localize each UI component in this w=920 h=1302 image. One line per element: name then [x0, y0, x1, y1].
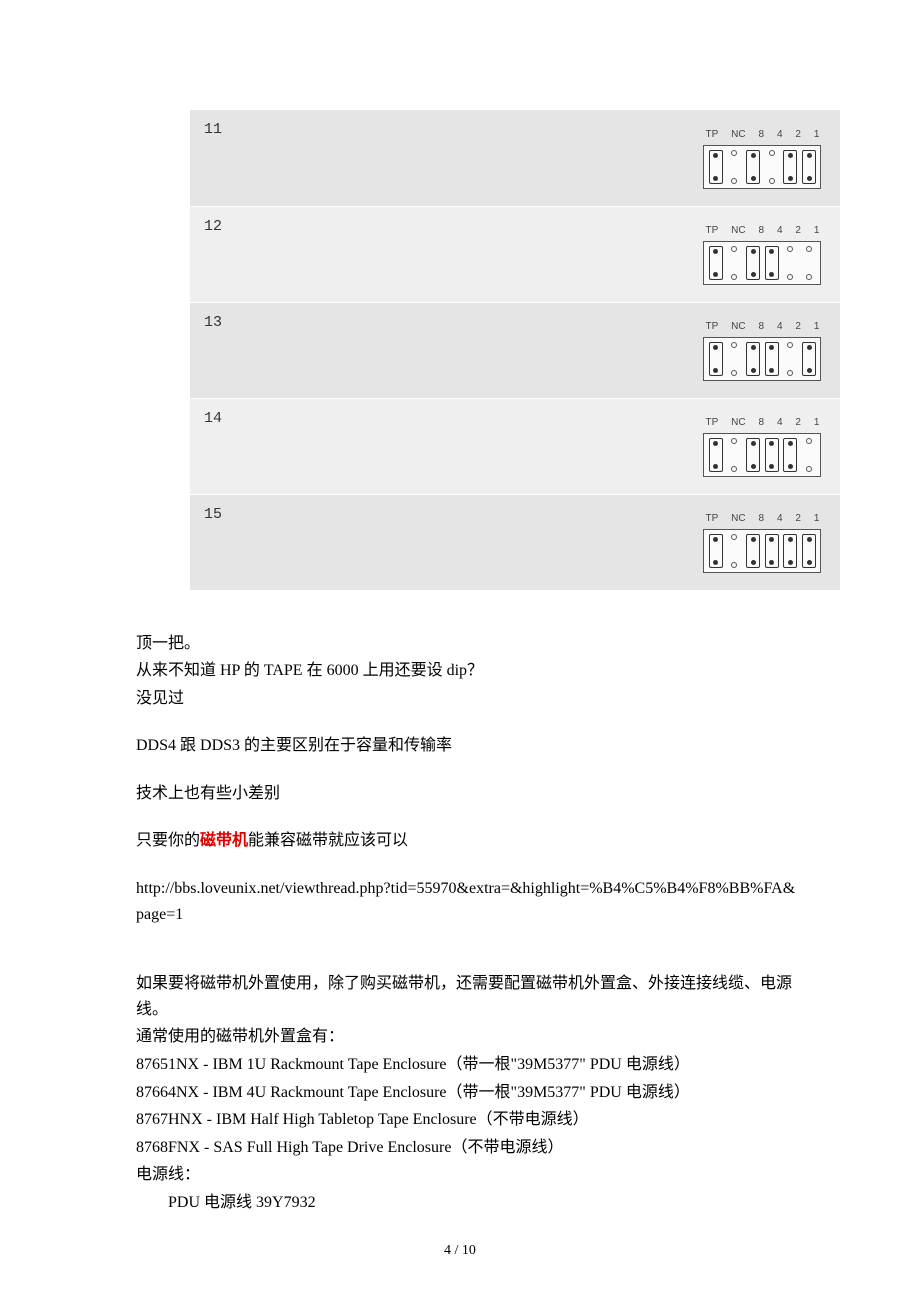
enclosure-item: 8768FNX - SAS Full High Tape Drive Enclo…: [136, 1135, 796, 1161]
dip-id: 11: [190, 110, 693, 206]
switch-on: [765, 438, 779, 472]
switch-off: [765, 150, 779, 184]
dip-switch-cell: TPNC8421: [693, 110, 840, 206]
switch-block: [703, 145, 821, 189]
switch-block: [703, 337, 821, 381]
page-number: 4 / 10: [0, 1240, 920, 1262]
switch-off: [783, 246, 797, 280]
paragraph: 只要你的磁带机能兼容磁带就应该可以: [136, 828, 796, 854]
paragraph: 顶一把。: [136, 631, 796, 657]
page: 11 TPNC8421 12 TPNC8421 13 TPNC8421 14 TPNC8421…: [0, 0, 920, 1302]
switch-on: [783, 534, 797, 568]
switch-on: [765, 534, 779, 568]
dip-id: 14: [190, 398, 693, 494]
switch-on: [746, 534, 760, 568]
dip-row: 13 TPNC8421: [190, 302, 840, 398]
dip-row: 12 TPNC8421: [190, 206, 840, 302]
paragraph: 如果要将磁带机外置使用，除了购买磁带机，还需要配置磁带机外置盒、外接连接线缆、电…: [136, 971, 796, 1022]
dip-row: 15 TPNC8421: [190, 494, 840, 590]
enclosure-item: 87664NX - IBM 4U Rackmount Tape Enclosur…: [136, 1080, 796, 1106]
paragraph: DDS4 跟 DDS3 的主要区别在于容量和传输率: [136, 733, 796, 759]
dip-row: 14 TPNC8421: [190, 398, 840, 494]
switch-off: [802, 438, 816, 472]
body-text: 顶一把。 从来不知道 HP 的 TAPE 在 6000 上用还要设 dip？ 没…: [136, 631, 796, 1216]
enclosure-item: 8767HNX - IBM Half High Tabletop Tape En…: [136, 1107, 796, 1133]
dip-header-labels: TPNC8421: [703, 511, 821, 527]
switch-on: [709, 150, 723, 184]
switch-on: [746, 342, 760, 376]
url-text: http://bbs.loveunix.net/viewthread.php?t…: [136, 876, 796, 927]
switch-off: [727, 342, 741, 376]
switch-block: [703, 529, 821, 573]
enclosure-item: 87651NX - IBM 1U Rackmount Tape Enclosur…: [136, 1052, 796, 1078]
switch-off: [727, 438, 741, 472]
switch-on: [802, 342, 816, 376]
dip-id: 13: [190, 302, 693, 398]
dip-switch-cell: TPNC8421: [693, 302, 840, 398]
switch-on: [746, 246, 760, 280]
switch-on: [709, 438, 723, 472]
dip-header-labels: TPNC8421: [703, 127, 821, 143]
switch-on: [746, 150, 760, 184]
paragraph: 没见过: [136, 686, 796, 712]
switch-on: [802, 534, 816, 568]
switch-block: [703, 433, 821, 477]
dip-switch-cell: TPNC8421: [693, 398, 840, 494]
switch-on: [709, 342, 723, 376]
highlighted-term: 磁带机: [200, 832, 248, 849]
dip-header-labels: TPNC8421: [703, 223, 821, 239]
switch-on: [709, 534, 723, 568]
dip-switch-cell: TPNC8421: [693, 206, 840, 302]
switch-on: [765, 342, 779, 376]
text-span: 只要你的: [136, 832, 200, 849]
paragraph: 通常使用的磁带机外置盒有：: [136, 1024, 796, 1050]
dip-row: 11 TPNC8421: [190, 110, 840, 206]
switch-block: [703, 241, 821, 285]
switch-on: [783, 150, 797, 184]
switch-off: [727, 150, 741, 184]
switch-on: [709, 246, 723, 280]
switch-on: [783, 438, 797, 472]
switch-on: [746, 438, 760, 472]
power-item: PDU 电源线 39Y7932: [136, 1190, 796, 1216]
dip-id: 12: [190, 206, 693, 302]
paragraph: 技术上也有些小差别: [136, 781, 796, 807]
paragraph: 从来不知道 HP 的 TAPE 在 6000 上用还要设 dip？: [136, 658, 796, 684]
dip-header-labels: TPNC8421: [703, 319, 821, 335]
switch-off: [727, 534, 741, 568]
dip-switch-table: 11 TPNC8421 12 TPNC8421 13 TPNC8421 14 TPNC8421…: [190, 110, 840, 591]
switch-off: [802, 246, 816, 280]
dip-header-labels: TPNC8421: [703, 415, 821, 431]
switch-on: [765, 246, 779, 280]
dip-id: 15: [190, 494, 693, 590]
switch-off: [727, 246, 741, 280]
dip-switch-cell: TPNC8421: [693, 494, 840, 590]
paragraph: 电源线：: [136, 1162, 796, 1188]
text-span: 能兼容磁带就应该可以: [248, 832, 408, 849]
switch-on: [802, 150, 816, 184]
switch-off: [783, 342, 797, 376]
